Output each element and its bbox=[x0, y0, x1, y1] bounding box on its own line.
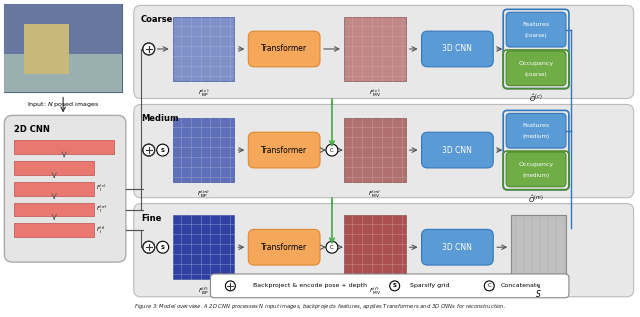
Bar bbox=[173, 17, 234, 81]
Bar bbox=[173, 215, 234, 279]
Text: Occupancy: Occupancy bbox=[518, 162, 554, 167]
FancyBboxPatch shape bbox=[134, 204, 634, 297]
FancyBboxPatch shape bbox=[506, 12, 566, 47]
Bar bbox=[4, 4, 122, 92]
Bar bbox=[344, 118, 406, 182]
FancyBboxPatch shape bbox=[134, 5, 634, 99]
Text: $F_{\mathrm{MV}}^{(c)}$: $F_{\mathrm{MV}}^{(c)}$ bbox=[369, 87, 381, 99]
Text: S: S bbox=[161, 245, 164, 250]
Circle shape bbox=[143, 144, 155, 156]
Text: $\hat{O}^{(c)}$: $\hat{O}^{(c)}$ bbox=[529, 93, 543, 104]
Text: Input: $N$ posed images: Input: $N$ posed images bbox=[27, 100, 99, 108]
Text: $F_{\mathrm{BP}}^{(f)}$: $F_{\mathrm{BP}}^{(f)}$ bbox=[198, 285, 209, 297]
Bar bbox=[14, 161, 94, 175]
Bar bbox=[4, 54, 122, 92]
Text: (coarse): (coarse) bbox=[525, 72, 547, 77]
Text: Figure 3: Model overview. A 2D CNN processes $N$ input images, backprojects feat: Figure 3: Model overview. A 2D CNN proce… bbox=[134, 302, 506, 311]
Bar bbox=[14, 182, 94, 196]
Circle shape bbox=[157, 241, 169, 253]
Text: (medium): (medium) bbox=[522, 173, 550, 178]
Text: Sparsify grid: Sparsify grid bbox=[410, 283, 449, 288]
FancyBboxPatch shape bbox=[422, 132, 493, 168]
Text: $F_{\mathrm{BP}}^{(m)}$: $F_{\mathrm{BP}}^{(m)}$ bbox=[197, 188, 210, 200]
Bar bbox=[24, 24, 69, 74]
FancyBboxPatch shape bbox=[422, 230, 493, 265]
Bar bbox=[511, 215, 566, 279]
Circle shape bbox=[326, 241, 338, 253]
Circle shape bbox=[157, 144, 169, 156]
Circle shape bbox=[326, 144, 338, 156]
Text: $F_{\mathrm{BP}}^{(c)}$: $F_{\mathrm{BP}}^{(c)}$ bbox=[198, 87, 209, 99]
Bar bbox=[14, 223, 94, 237]
Text: C: C bbox=[330, 148, 334, 152]
Text: $F_I^{(f)}$: $F_I^{(f)}$ bbox=[96, 225, 106, 236]
Bar bbox=[344, 17, 406, 81]
Text: Backproject & encode pose + depth: Backproject & encode pose + depth bbox=[253, 283, 367, 288]
Text: (medium): (medium) bbox=[522, 134, 550, 139]
Text: S: S bbox=[161, 148, 164, 152]
Text: $\hat{S}$: $\hat{S}$ bbox=[535, 285, 542, 300]
Circle shape bbox=[143, 241, 155, 253]
FancyBboxPatch shape bbox=[134, 105, 634, 198]
Text: Concatenate: Concatenate bbox=[501, 283, 541, 288]
Bar bbox=[173, 118, 234, 182]
FancyBboxPatch shape bbox=[248, 31, 320, 67]
Text: Coarse: Coarse bbox=[141, 15, 173, 24]
Text: C: C bbox=[330, 245, 334, 250]
Text: Transformer: Transformer bbox=[261, 146, 307, 155]
Text: 3D CNN: 3D CNN bbox=[442, 243, 472, 252]
Bar bbox=[10, 10, 122, 92]
FancyBboxPatch shape bbox=[4, 115, 126, 262]
Bar bbox=[14, 140, 114, 154]
Bar bbox=[344, 215, 406, 279]
Text: Fine: Fine bbox=[141, 214, 161, 223]
FancyBboxPatch shape bbox=[506, 51, 566, 86]
FancyBboxPatch shape bbox=[422, 31, 493, 67]
Circle shape bbox=[143, 43, 155, 55]
Text: Features: Features bbox=[522, 22, 550, 27]
Bar bbox=[4, 4, 122, 54]
Text: C: C bbox=[488, 283, 491, 288]
Text: Occupancy: Occupancy bbox=[518, 61, 554, 66]
Text: 2D CNN: 2D CNN bbox=[14, 125, 50, 134]
FancyBboxPatch shape bbox=[211, 274, 569, 298]
Text: S: S bbox=[393, 283, 397, 288]
Text: Transformer: Transformer bbox=[261, 44, 307, 54]
Bar bbox=[14, 203, 94, 217]
Text: Medium: Medium bbox=[141, 114, 179, 123]
Text: $F_{\mathrm{MV}}^{(f)}$: $F_{\mathrm{MV}}^{(f)}$ bbox=[369, 285, 381, 297]
Text: $\hat{O}^{(m)}$: $\hat{O}^{(m)}$ bbox=[528, 194, 544, 205]
Text: $F_I^{(m)}$: $F_I^{(m)}$ bbox=[96, 204, 108, 215]
FancyBboxPatch shape bbox=[248, 230, 320, 265]
Text: $F_{\mathrm{MV}}^{(m)}$: $F_{\mathrm{MV}}^{(m)}$ bbox=[368, 188, 381, 200]
Text: 3D CNN: 3D CNN bbox=[442, 146, 472, 155]
Circle shape bbox=[390, 281, 399, 291]
FancyBboxPatch shape bbox=[506, 152, 566, 187]
FancyBboxPatch shape bbox=[248, 132, 320, 168]
FancyBboxPatch shape bbox=[506, 113, 566, 148]
Text: Transformer: Transformer bbox=[261, 243, 307, 252]
Bar bbox=[8, 7, 122, 92]
Text: $F_I^{(c)}$: $F_I^{(c)}$ bbox=[96, 183, 106, 194]
Circle shape bbox=[225, 281, 236, 291]
Circle shape bbox=[484, 281, 494, 291]
Text: Features: Features bbox=[522, 123, 550, 128]
Text: 3D CNN: 3D CNN bbox=[442, 44, 472, 54]
Text: (coarse): (coarse) bbox=[525, 33, 547, 38]
Bar bbox=[4, 4, 122, 92]
